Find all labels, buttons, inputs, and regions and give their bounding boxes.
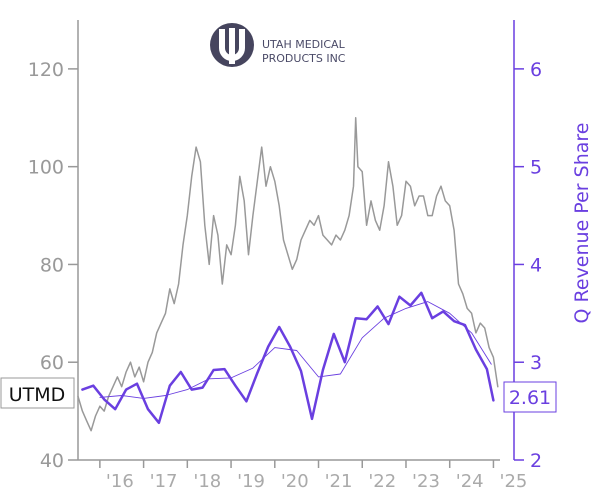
right-axis-tick-label: 6 <box>530 59 542 81</box>
left-axis: 40 60 80 100 120 <box>28 20 79 472</box>
right-axis-tick-label: 4 <box>530 254 542 276</box>
left-axis-tick-label: 120 <box>28 59 64 81</box>
ticker-box: UTMD <box>0 377 75 409</box>
logo-text-line2: PRODUCTS INC <box>262 52 346 65</box>
x-axis-tick-label: '16 <box>106 471 134 492</box>
company-logo: UTAH MEDICAL PRODUCTS INC <box>210 23 346 67</box>
logo-bar <box>229 28 235 64</box>
x-axis-tick-label: '25 <box>500 471 528 492</box>
right-axis-tick-label: 2 <box>530 450 542 472</box>
last-value-label: 2.61 <box>509 387 551 409</box>
x-axis-tick-label: '20 <box>281 471 309 492</box>
right-axis-tick-label: 5 <box>530 157 542 179</box>
left-axis-tick-label: 100 <box>28 157 64 179</box>
right-axis-title: Q Revenue Per Share <box>571 123 593 324</box>
logo-text-line1: UTAH MEDICAL <box>262 38 346 51</box>
last-value-box: 2.61 <box>503 381 557 413</box>
x-axis-tick-label: '21 <box>325 471 353 492</box>
left-axis-tick-label: 80 <box>40 254 64 276</box>
x-axis-tick-label: '22 <box>368 471 396 492</box>
ticker-box-frame <box>0 377 75 409</box>
q_revenue_per_share_average-line <box>99 301 492 399</box>
right-axis: 2 3 4 5 6 <box>513 20 542 472</box>
left-axis-tick-label: 60 <box>40 352 64 374</box>
left-axis-tick-label: 40 <box>40 450 64 472</box>
price-line <box>77 117 499 432</box>
x-axis: '16 '17 '18 '19 '20 '21 '22 '23 '24 '25 <box>78 459 528 492</box>
x-axis-tick-label: '18 <box>193 471 221 492</box>
x-axis-tick-label: '17 <box>150 471 178 492</box>
x-axis-tick-label: '19 <box>237 471 265 492</box>
right-axis-tick-label: 3 <box>530 352 542 374</box>
last-value-box-frame <box>503 381 557 413</box>
x-axis-tick-label: '23 <box>412 471 440 492</box>
x-axis-tick-label: '24 <box>456 471 484 492</box>
ticker-label: UTMD <box>9 384 66 406</box>
series-layer <box>77 117 499 432</box>
q_revenue_per_share-line <box>81 291 495 425</box>
